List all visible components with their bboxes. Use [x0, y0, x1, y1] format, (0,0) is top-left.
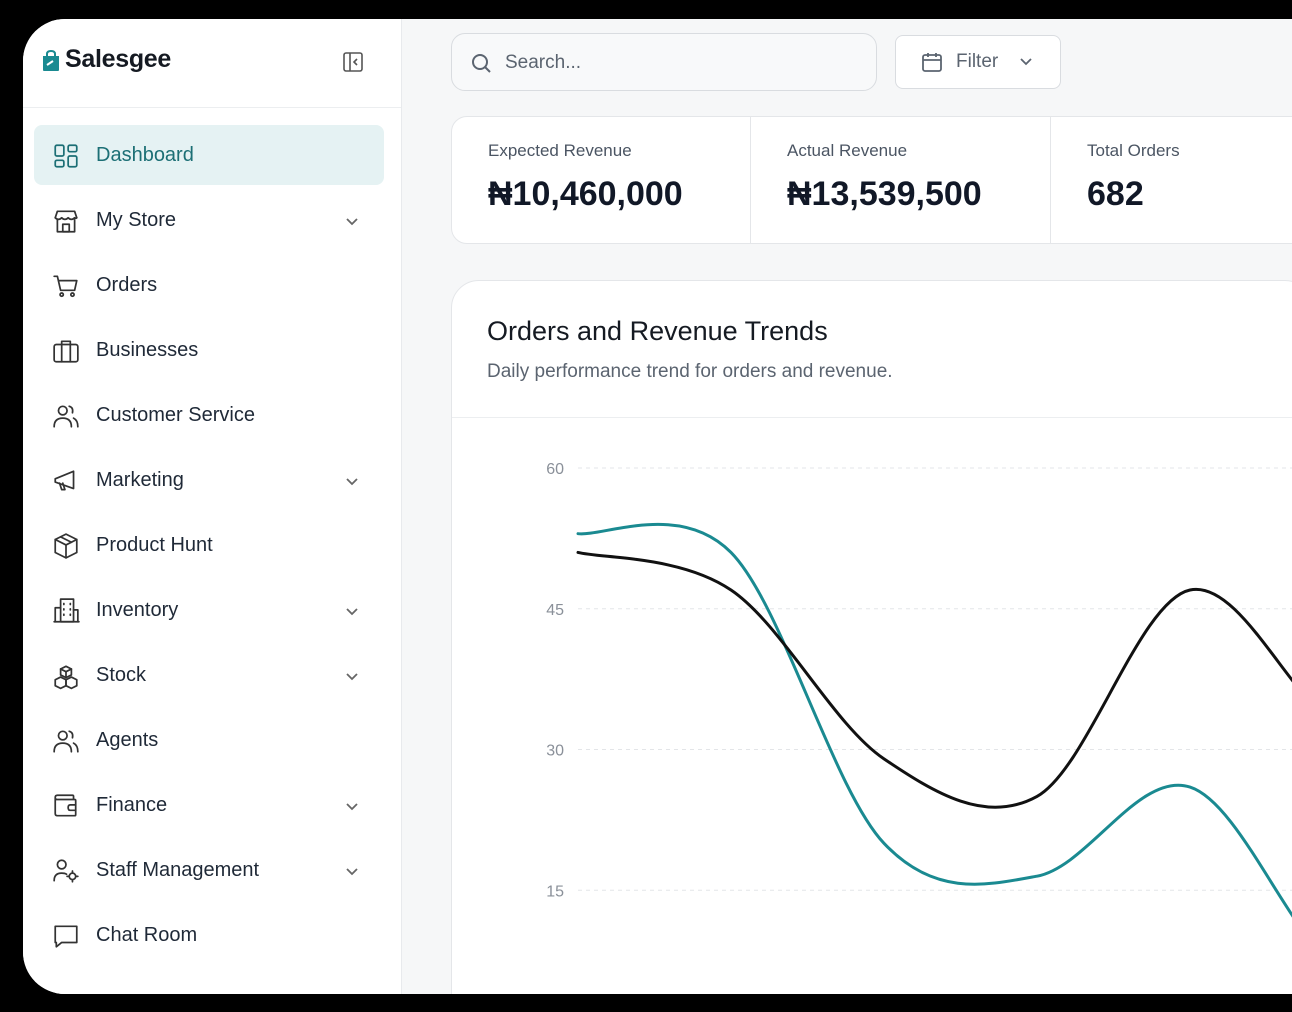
sidebar-item-label: Businesses	[96, 339, 199, 361]
chat-icon	[54, 925, 78, 948]
dashboard-icon	[54, 144, 78, 168]
chevron-down-icon[interactable]	[342, 471, 362, 491]
sidebar-item-label: My Store	[96, 209, 177, 231]
search-icon	[472, 54, 491, 73]
store-icon	[54, 210, 78, 233]
sidebar-collapse-icon[interactable]	[341, 50, 365, 74]
megaphone-icon	[54, 470, 75, 491]
calendar-icon	[922, 53, 942, 72]
stat-title: Expected Revenue	[488, 141, 632, 160]
sidebar-item-my-store[interactable]: My Store	[34, 190, 384, 250]
card-divider	[452, 417, 1292, 418]
y-tick-label: 45	[546, 602, 564, 619]
sidebar-item-chat-room[interactable]: Chat Room	[34, 905, 384, 965]
sidebar-item-orders[interactable]: Orders	[34, 255, 384, 315]
user-cog-icon	[53, 859, 79, 883]
sidebar-item-label: Orders	[96, 274, 158, 296]
brand-bar: Salesgee	[23, 19, 401, 108]
sidebar-item-label: Inventory	[96, 599, 179, 621]
stats-panel: Expected Revenue ₦10,460,000 Actual Reve…	[451, 116, 1292, 244]
sidebar-item-label: Product Hunt	[96, 534, 213, 556]
sidebar-item-dashboard[interactable]: Dashboard	[34, 125, 384, 185]
stat-value: ₦13,539,500	[787, 175, 982, 213]
chevron-down-icon[interactable]	[342, 666, 362, 686]
sidebar-item-label: Customer Service	[96, 404, 255, 426]
sidebar-item-customer-service[interactable]: Customer Service	[34, 385, 384, 445]
sidebar-item-agents[interactable]: Agents	[34, 710, 384, 770]
stat-title: Actual Revenue	[787, 141, 908, 160]
chevron-down-icon[interactable]	[342, 211, 362, 231]
sidebar-item-inventory[interactable]: Inventory	[34, 580, 384, 640]
sidebar-nav: Dashboard My Store Orders Businesses Custome…	[34, 125, 384, 970]
stat-total-orders: Total Orders 682	[1051, 117, 1292, 243]
sidebar-item-businesses[interactable]: Businesses	[34, 320, 384, 380]
sidebar-item-label: Agents	[96, 729, 159, 751]
sidebar-item-marketing[interactable]: Marketing	[34, 450, 384, 510]
sidebar-item-label: Dashboard	[96, 144, 194, 166]
stat-value: ₦10,460,000	[488, 175, 683, 213]
sidebar-item-label: Marketing	[96, 469, 184, 491]
chevron-down-icon	[1020, 58, 1032, 66]
stat-title: Total Orders	[1087, 141, 1180, 160]
logo-icon	[43, 50, 59, 71]
stat-expected-revenue: Expected Revenue ₦10,460,000	[452, 117, 751, 243]
sidebar-item-finance[interactable]: Finance	[34, 775, 384, 835]
chart-title: Orders and Revenue Trends	[487, 316, 828, 346]
cart-icon	[53, 275, 78, 298]
stat-value: 682	[1087, 175, 1144, 213]
stat-actual-revenue: Actual Revenue ₦13,539,500	[751, 117, 1051, 243]
chevron-down-icon[interactable]	[342, 861, 362, 881]
filter-label: Filter	[956, 51, 999, 72]
line-chart: 60 45 30 15	[546, 461, 1292, 918]
sidebar-item-label: Chat Room	[96, 924, 198, 946]
briefcase-icon	[53, 340, 79, 363]
filter-button[interactable]: Filter	[895, 35, 1061, 89]
search-input[interactable]: Search...	[505, 52, 582, 73]
series-line-0	[576, 522, 1292, 918]
y-tick-label: 60	[546, 461, 564, 478]
users-icon	[53, 405, 79, 428]
sidebar-item-label: Stock	[96, 664, 147, 686]
sidebar-item-label: Finance	[96, 794, 168, 816]
search-box[interactable]: Search...	[451, 33, 877, 91]
chart-subtitle: Daily performance trend for orders and r…	[487, 361, 893, 382]
y-tick-label: 30	[546, 743, 564, 760]
chevron-down-icon[interactable]	[342, 601, 362, 621]
sidebar-item-stock[interactable]: Stock	[34, 645, 384, 705]
sidebar-item-staff-management[interactable]: Staff Management	[34, 840, 384, 900]
boxes-icon	[54, 665, 78, 690]
sidebar-item-label: Staff Management	[96, 859, 260, 881]
package-icon	[54, 533, 78, 559]
wallet-icon	[54, 794, 77, 817]
sidebar-item-product-hunt[interactable]: Product Hunt	[34, 515, 384, 575]
building-icon	[53, 598, 80, 623]
series-line-1	[576, 550, 1292, 809]
users-icon	[53, 730, 79, 753]
trends-card: Orders and Revenue Trends Daily performa…	[451, 280, 1292, 994]
app-screen: Salesgee Dashboard My Store Orders Business…	[23, 19, 1292, 994]
y-tick-label: 15	[546, 883, 564, 900]
sidebar: Salesgee Dashboard My Store Orders Business…	[23, 19, 402, 994]
chevron-down-icon[interactable]	[342, 796, 362, 816]
brand-name: Salesgee	[65, 45, 172, 73]
